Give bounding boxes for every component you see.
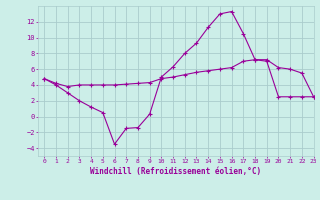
- X-axis label: Windchill (Refroidissement éolien,°C): Windchill (Refroidissement éolien,°C): [91, 167, 261, 176]
